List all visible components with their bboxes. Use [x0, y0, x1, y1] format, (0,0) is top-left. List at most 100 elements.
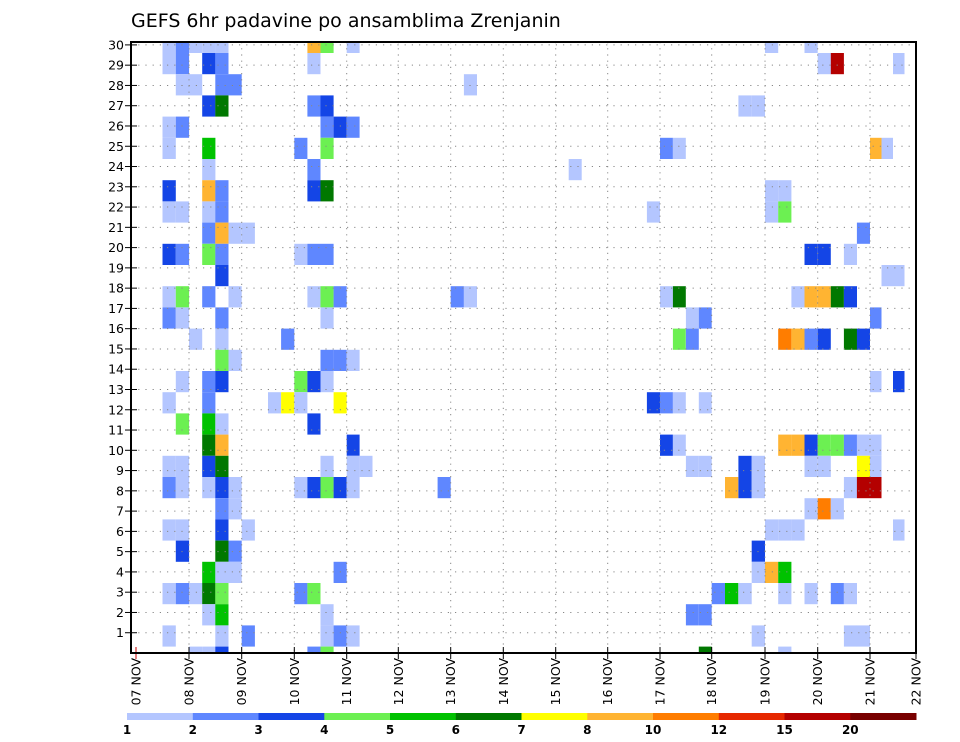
x-tick-label: 20 NOV — [810, 658, 825, 706]
x-tick-label: 08 NOV — [182, 658, 197, 706]
heatmap-cell — [202, 434, 216, 456]
heatmap-cell — [215, 625, 229, 647]
heatmap-cell — [830, 434, 844, 456]
heatmap-cell — [778, 561, 792, 583]
heatmap-cell — [672, 328, 686, 350]
colorbar-segment — [521, 713, 588, 720]
heatmap-cell — [294, 243, 308, 265]
heatmap-cell — [685, 455, 699, 477]
heatmap-cell — [660, 137, 673, 159]
heatmap-cell — [215, 434, 229, 456]
heatmap-cell — [307, 583, 321, 605]
heatmap-cell — [346, 477, 360, 499]
y-tick-label: 12 — [108, 402, 124, 417]
heatmap-cell — [778, 583, 792, 605]
heatmap-cell — [725, 583, 739, 605]
x-tick-label: 13 NOV — [443, 658, 458, 706]
heatmap-cell — [307, 243, 321, 265]
heatmap-cell — [215, 243, 229, 265]
heatmap-cell — [307, 646, 321, 653]
heatmap-cell — [241, 222, 255, 244]
colorbar-segment — [324, 713, 391, 720]
heatmap-cell — [346, 455, 360, 477]
heatmap-cell — [215, 328, 229, 350]
heatmap-cell — [320, 646, 334, 653]
heatmap-cell — [215, 540, 229, 562]
heatmap-cell — [215, 455, 229, 477]
y-tick-label: 17 — [108, 301, 124, 316]
heatmap-cell — [307, 371, 321, 393]
heatmap-cell — [241, 625, 255, 647]
heatmap-cell — [333, 625, 347, 647]
heatmap-cell — [215, 646, 229, 653]
y-tick-label: 13 — [108, 382, 124, 397]
heatmap-cell — [307, 42, 321, 53]
heatmap-cell — [215, 53, 229, 75]
heatmap-cell — [804, 498, 818, 520]
heatmap-cell — [228, 498, 242, 520]
heatmap-cell — [215, 498, 229, 520]
y-tick-label: 14 — [108, 362, 124, 377]
y-tick-label: 15 — [108, 341, 124, 356]
heatmap-cell — [346, 349, 360, 371]
x-tick-label: 07 NOV — [129, 658, 144, 706]
heatmap-cell — [228, 540, 242, 562]
x-tick-label: 15 NOV — [548, 658, 563, 706]
heatmap-cell — [228, 349, 242, 371]
heatmap-cell — [215, 180, 229, 202]
y-tick-label: 2 — [116, 605, 124, 620]
heatmap-cell — [320, 116, 334, 138]
plot-frame — [130, 41, 917, 654]
heatmap-cell — [307, 53, 321, 75]
heatmap-cell — [791, 328, 805, 350]
heatmap-cell — [843, 434, 857, 456]
colorbar-segment — [718, 713, 785, 720]
y-axis: 1234567891011121314151617181920212223242… — [108, 37, 137, 640]
heatmap-cell — [672, 434, 686, 456]
heatmap-cell — [162, 243, 176, 265]
heatmap-cell — [791, 286, 805, 308]
heatmap-cell — [202, 53, 216, 75]
heatmap-cell — [843, 583, 857, 605]
y-tick-label: 11 — [108, 423, 124, 438]
heatmap-cell — [751, 625, 765, 647]
heatmap-cell — [162, 519, 176, 541]
y-tick-label: 18 — [108, 281, 124, 296]
heatmap-cell — [893, 371, 905, 393]
colorbar-label: 10 — [645, 723, 662, 737]
heatmap-cell — [568, 159, 582, 181]
heatmap-cell — [162, 392, 176, 414]
heatmap-cell — [175, 42, 190, 53]
y-tick-label: 8 — [116, 483, 124, 498]
heatmap-cell — [175, 519, 190, 541]
y-tick-label: 26 — [108, 118, 124, 133]
heatmap-cell — [189, 74, 203, 96]
y-tick-label: 16 — [108, 321, 124, 336]
heatmap-cell — [804, 42, 818, 53]
heatmap-cell — [870, 455, 882, 477]
heatmap-cell — [333, 116, 347, 138]
heatmap-cell — [843, 243, 857, 265]
heatmap-cell — [320, 625, 334, 647]
heatmap-cell — [162, 625, 176, 647]
heatmap-cell — [830, 53, 844, 75]
x-tick-label: 18 NOV — [704, 658, 719, 706]
colorbar-label: 4 — [320, 723, 328, 737]
colorbar-label: 1 — [123, 723, 131, 737]
heatmap-cell — [870, 434, 882, 456]
heatmap-cell — [202, 413, 216, 435]
heatmap-cell — [817, 243, 831, 265]
heatmap-cell — [672, 392, 686, 414]
heatmap-cell — [778, 201, 792, 223]
heatmap-cell — [202, 286, 216, 308]
heatmap-cell — [698, 604, 712, 626]
y-tick-label: 20 — [108, 240, 124, 255]
heatmap-cell — [463, 74, 477, 96]
heatmap-cell — [202, 201, 216, 223]
x-tick-label: 22 NOV — [909, 658, 924, 706]
heatmap-cell — [202, 583, 216, 605]
heatmap-cell — [738, 583, 752, 605]
heatmap-cell — [830, 498, 844, 520]
heatmap-cell — [685, 604, 699, 626]
heatmap-cell — [162, 180, 176, 202]
